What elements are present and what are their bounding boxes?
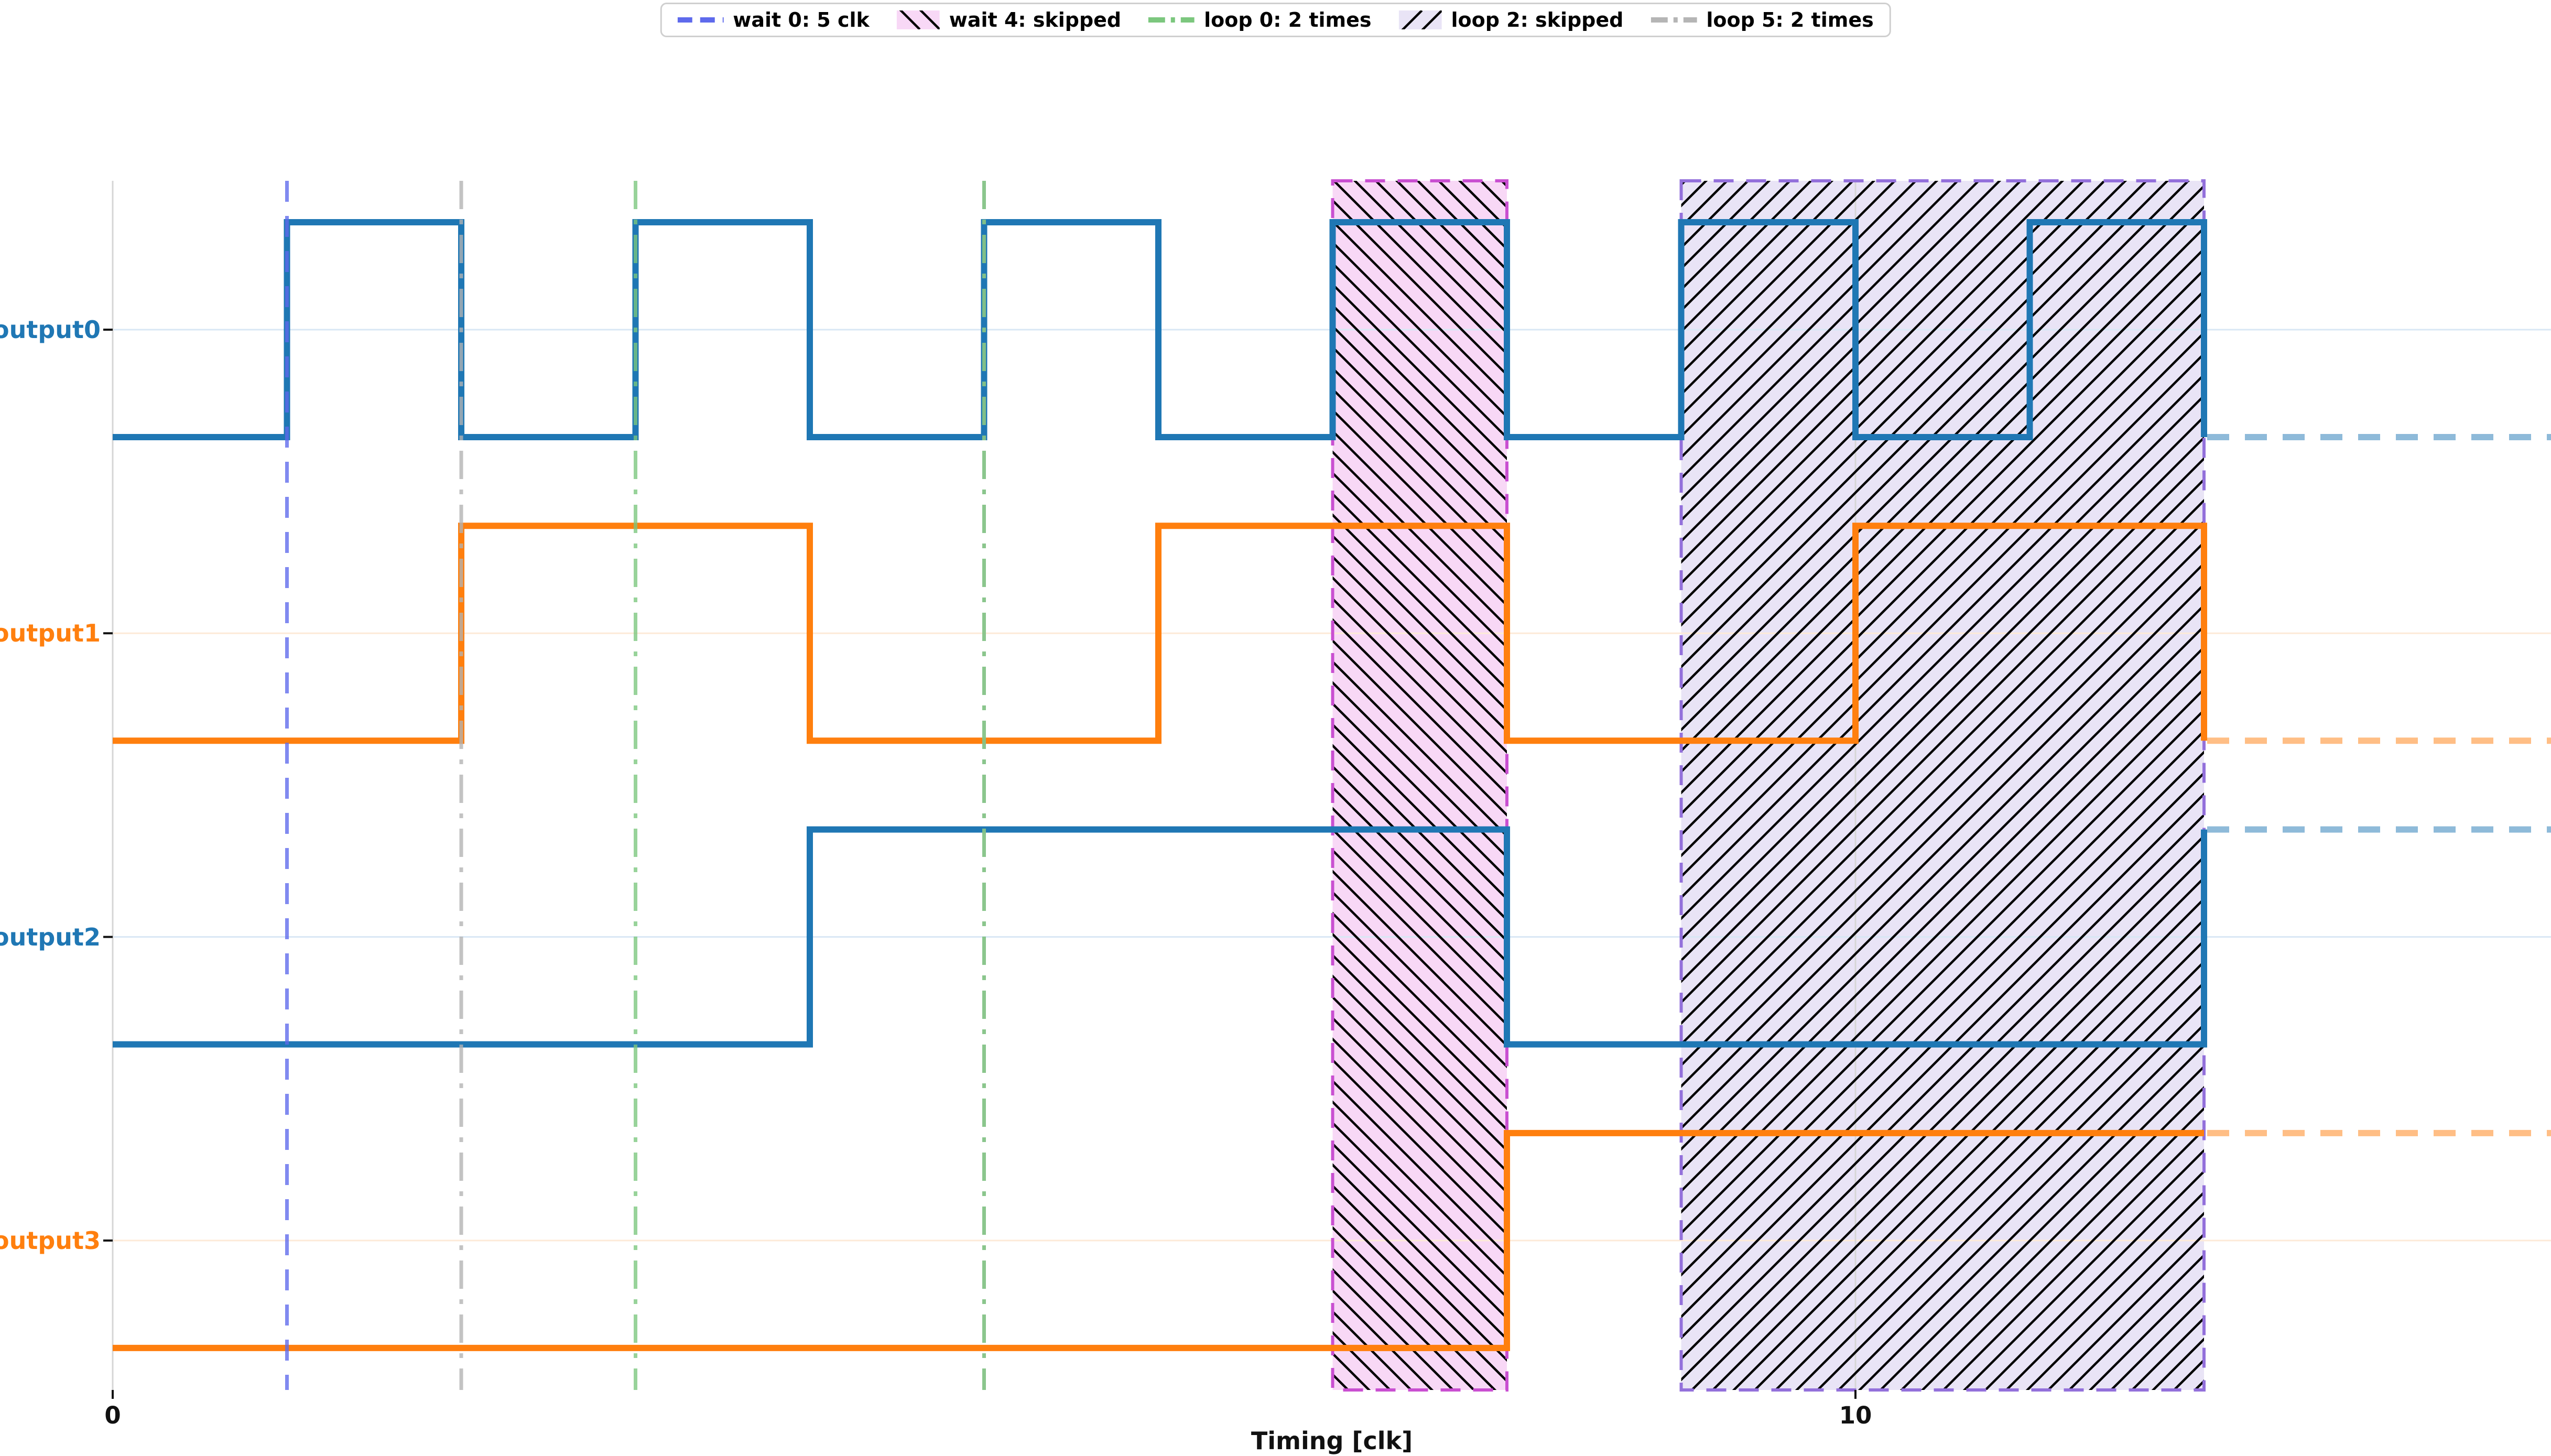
hatch-patch-swatch <box>896 10 940 29</box>
legend-label: wait 4: skipped <box>949 8 1122 31</box>
y-axis-label-output1: output1 <box>0 619 101 648</box>
x-tick-label-10: 10 <box>1839 1401 1872 1429</box>
legend-label: loop 0: 2 times <box>1204 8 1372 31</box>
dashdot-line-swatch <box>1651 16 1697 24</box>
x-axis-title: Timing [clk] <box>1251 1427 1413 1455</box>
axis-ticks <box>103 329 1857 1399</box>
legend-item-loop0: loop 0: 2 times <box>1148 8 1372 31</box>
legend: wait 0: 5 clk wait 4: skipped loop 0: 2 … <box>660 3 1891 37</box>
legend-item-loop5: loop 5: 2 times <box>1651 8 1874 31</box>
highlight-regions <box>1331 179 2206 1392</box>
y-axis-label-output2: output2 <box>0 922 101 951</box>
legend-label: wait 0: 5 clk <box>733 8 870 31</box>
legend-label: loop 5: 2 times <box>1706 8 1874 31</box>
waveform-output3 <box>113 1129 2204 1351</box>
dashed-line-swatch <box>677 16 724 24</box>
x-tick-label-0: 0 <box>104 1401 121 1429</box>
legend-item-wait4: wait 4: skipped <box>896 8 1122 31</box>
hatch-patch-swatch <box>1398 10 1442 29</box>
waveform-output2 <box>113 826 2207 1048</box>
legend-item-loop2: loop 2: skipped <box>1398 8 1624 31</box>
event-marker-lines <box>285 181 986 1390</box>
y-axis-label-output3: output3 <box>0 1226 101 1255</box>
dashdot-line-swatch <box>1148 16 1195 24</box>
legend-label: loop 2: skipped <box>1451 8 1624 31</box>
legend-item-wait0: wait 0: 5 clk <box>677 10 870 30</box>
y-axis-label-output0: output0 <box>0 316 101 344</box>
